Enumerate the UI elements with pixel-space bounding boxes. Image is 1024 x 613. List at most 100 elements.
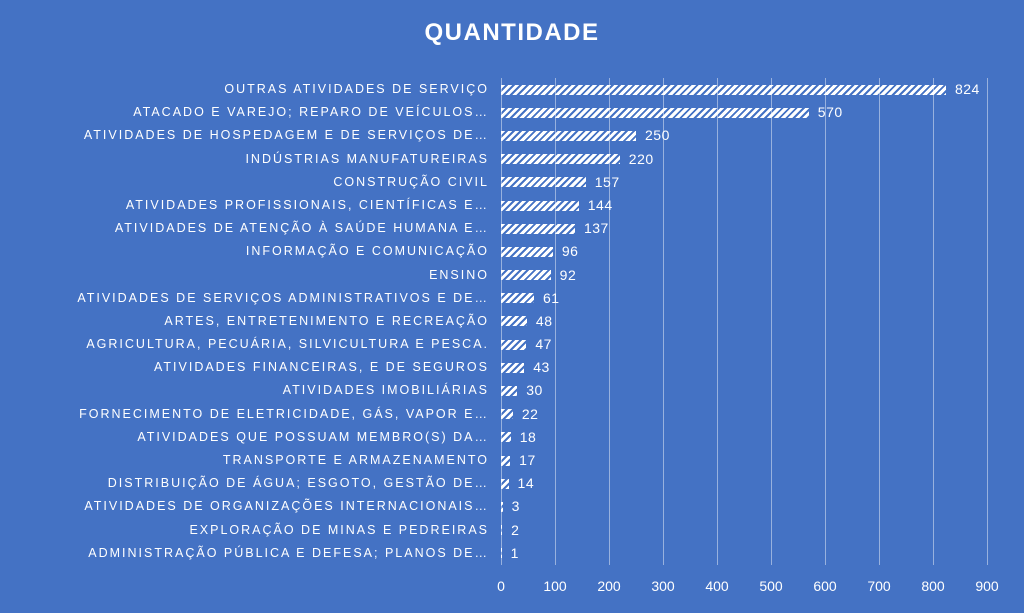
bar-row: ATIVIDADES QUE POSSUAM MEMBRO(S) DA… 18	[0, 426, 1024, 449]
value-label: 18	[519, 428, 537, 445]
category-label: ATIVIDADES DE HOSPEDAGEM E DE SERVIÇOS D…	[83, 128, 489, 143]
bar-row: ATACADO E VAREJO; REPARO DE VEÍCULOS… 57…	[0, 101, 1024, 124]
category-label: ARTES, ENTRETENIMENTO E RECREAÇÃO	[164, 313, 489, 328]
value-label: 48	[535, 312, 553, 329]
x-tick-label: 600	[813, 578, 837, 594]
bar	[501, 154, 620, 165]
bar-row: INFORMAÇÃO E COMUNICAÇÃO 96	[0, 240, 1024, 263]
bar-row: DISTRIBUIÇÃO DE ÁGUA; ESGOTO, GESTÃO DE……	[0, 472, 1024, 495]
category-label: ATIVIDADES IMOBILIÁRIAS	[282, 383, 489, 398]
bar	[501, 177, 586, 188]
category-label: ATIVIDADES DE ORGANIZAÇÕES INTERNACIONAI…	[84, 499, 489, 514]
gridline	[663, 78, 664, 565]
x-tick-label: 400	[705, 578, 729, 594]
bar-row: EXPLORAÇÃO DE MINAS E PEDREIRAS 2	[0, 519, 1024, 542]
x-tick-label: 200	[597, 578, 621, 594]
bar	[501, 107, 809, 118]
category-label: TRANSPORTE E ARMAZENAMENTO	[222, 453, 489, 467]
gridline	[879, 78, 880, 565]
bar-row: ATIVIDADES DE ORGANIZAÇÕES INTERNACIONAI…	[0, 495, 1024, 518]
category-label: ATIVIDADES FINANCEIRAS, E DE SEGUROS	[153, 360, 489, 375]
category-label: INDÚSTRIAS MANUFATUREIRAS	[245, 151, 489, 166]
bar	[501, 316, 527, 327]
bar-rows: OUTRAS ATIVIDADES DE SERVIÇO 824 ATACADO…	[0, 78, 1024, 565]
gridline	[717, 78, 718, 565]
bar-row: ATIVIDADES DE SERVIÇOS ADMINISTRATIVOS E…	[0, 287, 1024, 310]
gridline	[771, 78, 772, 565]
category-label: OUTRAS ATIVIDADES DE SERVIÇO	[224, 82, 489, 96]
gridline	[555, 78, 556, 565]
gridline	[825, 78, 826, 565]
value-label: 3	[511, 498, 520, 515]
bar-row: ATIVIDADES FINANCEIRAS, E DE SEGUROS 43	[0, 356, 1024, 379]
value-label: 92	[559, 266, 577, 283]
category-label: ADMINISTRAÇÃO PÚBLICA E DEFESA; PLANOS D…	[88, 545, 489, 560]
value-label: 570	[817, 104, 843, 121]
value-label: 1	[510, 544, 519, 561]
bar	[501, 270, 551, 281]
gridline	[987, 78, 988, 565]
value-label: 824	[954, 81, 980, 97]
value-label: 14	[517, 475, 535, 492]
bar-row: ARTES, ENTRETENIMENTO E RECREAÇÃO 48	[0, 310, 1024, 333]
value-label: 2	[511, 521, 520, 538]
value-label: 30	[526, 382, 543, 399]
bar	[501, 223, 575, 234]
bar-row: ADMINISTRAÇÃO PÚBLICA E DEFESA; PLANOS D…	[0, 542, 1024, 565]
value-label: 220	[628, 150, 654, 167]
category-label: ATIVIDADES DE SERVIÇOS ADMINISTRATIVOS E…	[77, 290, 489, 305]
category-label: ENSINO	[429, 267, 489, 282]
value-label: 47	[535, 336, 552, 353]
value-label: 43	[533, 359, 550, 376]
x-tick-label: 700	[867, 578, 891, 594]
x-tick-label: 100	[543, 578, 567, 594]
bar-row: CONSTRUÇÃO CIVIL 157	[0, 171, 1024, 194]
value-label: 250	[645, 127, 670, 144]
x-tick-label: 800	[921, 578, 945, 594]
chart-title: QUANTIDADE	[424, 19, 600, 46]
bar	[501, 84, 946, 95]
value-label: 157	[594, 173, 620, 190]
category-label: ATIVIDADES DE ATENÇÃO À SAÚDE HUMANA E…	[114, 221, 489, 236]
category-label: EXPLORAÇÃO DE MINAS E PEDREIRAS	[189, 522, 489, 537]
x-tick-label: 900	[975, 578, 999, 594]
bar	[501, 200, 579, 211]
bar	[501, 501, 503, 512]
bar	[501, 362, 525, 373]
bar-row: ENSINO 92	[0, 264, 1024, 287]
category-label: DISTRIBUIÇÃO DE ÁGUA; ESGOTO, GESTÃO DE…	[107, 476, 489, 491]
bar	[501, 246, 553, 257]
bar-row: INDÚSTRIAS MANUFATUREIRAS 220	[0, 148, 1024, 171]
bar	[501, 548, 502, 559]
bar	[501, 339, 527, 350]
x-tick-label: 0	[497, 578, 505, 594]
bar-row: TRANSPORTE E ARMAZENAMENTO 17	[0, 449, 1024, 472]
category-label: ATACADO E VAREJO; REPARO DE VEÍCULOS…	[133, 105, 489, 120]
category-label: ATIVIDADES QUE POSSUAM MEMBRO(S) DA…	[137, 429, 489, 444]
category-label: INFORMAÇÃO E COMUNICAÇÃO	[245, 244, 489, 259]
gridline	[933, 78, 934, 565]
x-tick-label: 500	[759, 578, 783, 594]
bar-row: ATIVIDADES DE ATENÇÃO À SAÚDE HUMANA E… …	[0, 217, 1024, 240]
value-label: 61	[542, 289, 560, 306]
bar-row: AGRICULTURA, PECUÁRIA, SILVICULTURA E PE…	[0, 333, 1024, 356]
bar	[501, 455, 511, 466]
bar-row: ATIVIDADES DE HOSPEDAGEM E DE SERVIÇOS D…	[0, 124, 1024, 147]
category-label: CONSTRUÇÃO CIVIL	[333, 174, 489, 189]
bar-row: ATIVIDADES IMOBILIÁRIAS 30	[0, 379, 1024, 402]
bar-row: ATIVIDADES PROFISSIONAIS, CIENTÍFICAS E……	[0, 194, 1024, 217]
bar	[501, 432, 511, 443]
value-label: 22	[521, 405, 539, 422]
value-label: 137	[583, 220, 609, 237]
bar	[501, 478, 509, 489]
gridline	[609, 78, 610, 565]
x-tick-label: 300	[651, 578, 675, 594]
bar-row: OUTRAS ATIVIDADES DE SERVIÇO 824	[0, 78, 1024, 101]
bar	[501, 386, 518, 397]
bar-row: FORNECIMENTO DE ELETRICIDADE, GÁS, VAPOR…	[0, 403, 1024, 426]
category-label: ATIVIDADES PROFISSIONAIS, CIENTÍFICAS E…	[125, 197, 489, 212]
bar	[501, 525, 503, 536]
bar	[501, 130, 636, 141]
bar	[501, 293, 534, 304]
